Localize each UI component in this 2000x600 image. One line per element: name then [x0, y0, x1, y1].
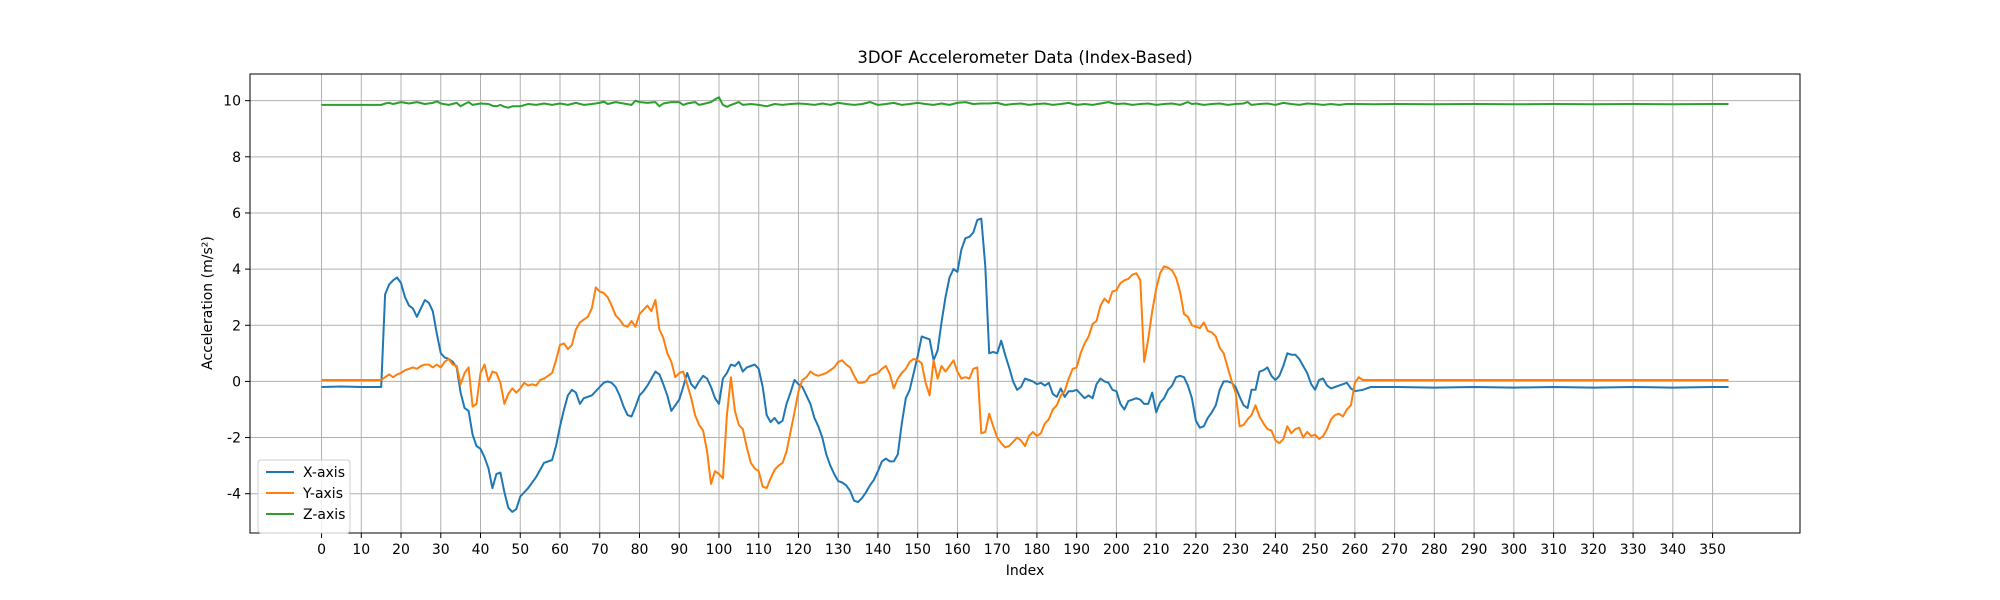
- x-tick-label: 0: [317, 542, 326, 558]
- x-tick-label: 140: [865, 542, 892, 558]
- x-tick-label: 50: [511, 542, 529, 558]
- y-tick-label: 8: [232, 150, 241, 166]
- x-tick-label: 60: [551, 542, 569, 558]
- y-tick-label: 2: [232, 318, 241, 334]
- y-tick-label: 6: [232, 206, 241, 222]
- x-tick-label: 230: [1222, 542, 1249, 558]
- y-axis-title: Acceleration (m/s²): [200, 236, 216, 370]
- x-tick-label: 270: [1381, 542, 1408, 558]
- grid-lines: [250, 74, 1800, 533]
- legend-label-z-axis: Z-axis: [303, 507, 345, 523]
- x-tick-label: 190: [1063, 542, 1090, 558]
- legend-label-y-axis: Y-axis: [302, 486, 343, 502]
- series-lines: [321, 96, 1729, 513]
- legend-label-x-axis: X-axis: [303, 465, 345, 481]
- y-tick-label: -4: [227, 487, 241, 503]
- x-axis-title: Index: [1006, 563, 1045, 579]
- y-tick-label: 10: [223, 94, 241, 110]
- x-tick-label: 100: [706, 542, 733, 558]
- x-tick-label: 70: [591, 542, 609, 558]
- x-tick-label: 240: [1262, 542, 1289, 558]
- y-tick-label: 0: [232, 374, 241, 390]
- x-tick-label: 200: [1103, 542, 1130, 558]
- x-tick-label: 120: [785, 542, 812, 558]
- x-tick-label: 40: [472, 542, 490, 558]
- x-tick-label: 300: [1500, 542, 1527, 558]
- x-tick-label: 310: [1540, 542, 1567, 558]
- x-tick-label: 280: [1421, 542, 1448, 558]
- x-tick-label: 340: [1659, 542, 1686, 558]
- x-tick-label: 330: [1620, 542, 1647, 558]
- x-tick-label: 90: [670, 542, 688, 558]
- x-tick-label: 260: [1342, 542, 1369, 558]
- x-tick-label: 30: [432, 542, 450, 558]
- x-tick-label: 250: [1302, 542, 1329, 558]
- x-tick-label: 170: [984, 542, 1011, 558]
- legend: X-axis Y-axis Z-axis: [257, 459, 351, 534]
- x-tick-label: 320: [1580, 542, 1607, 558]
- x-tick-label: 180: [1024, 542, 1051, 558]
- x-tick-label: 20: [392, 542, 410, 558]
- y-axis-ticks: -4 -2 0 2 4 6 8 10: [223, 94, 250, 503]
- plot-frame: [249, 73, 1801, 534]
- chart-title: 3DOF Accelerometer Data (Index-Based): [857, 48, 1192, 67]
- x-tick-label: 10: [352, 542, 370, 558]
- x-tick-label: 210: [1143, 542, 1170, 558]
- series-line-z-axis: [321, 96, 1729, 109]
- x-tick-label: 350: [1699, 542, 1726, 558]
- x-tick-label: 80: [631, 542, 649, 558]
- y-tick-label: -2: [227, 431, 241, 447]
- x-tick-label: 160: [944, 542, 971, 558]
- x-axis-ticks: 0 10 20 30 40 50 60 70 80 90 100 110 120 130 140 150 160…: [317, 533, 1726, 558]
- series-line-y-axis: [321, 265, 1729, 490]
- x-tick-label: 110: [745, 542, 772, 558]
- x-tick-label: 150: [904, 542, 931, 558]
- y-tick-label: 4: [232, 262, 241, 278]
- x-tick-label: 220: [1183, 542, 1210, 558]
- x-tick-label: 130: [825, 542, 852, 558]
- x-tick-label: 290: [1461, 542, 1488, 558]
